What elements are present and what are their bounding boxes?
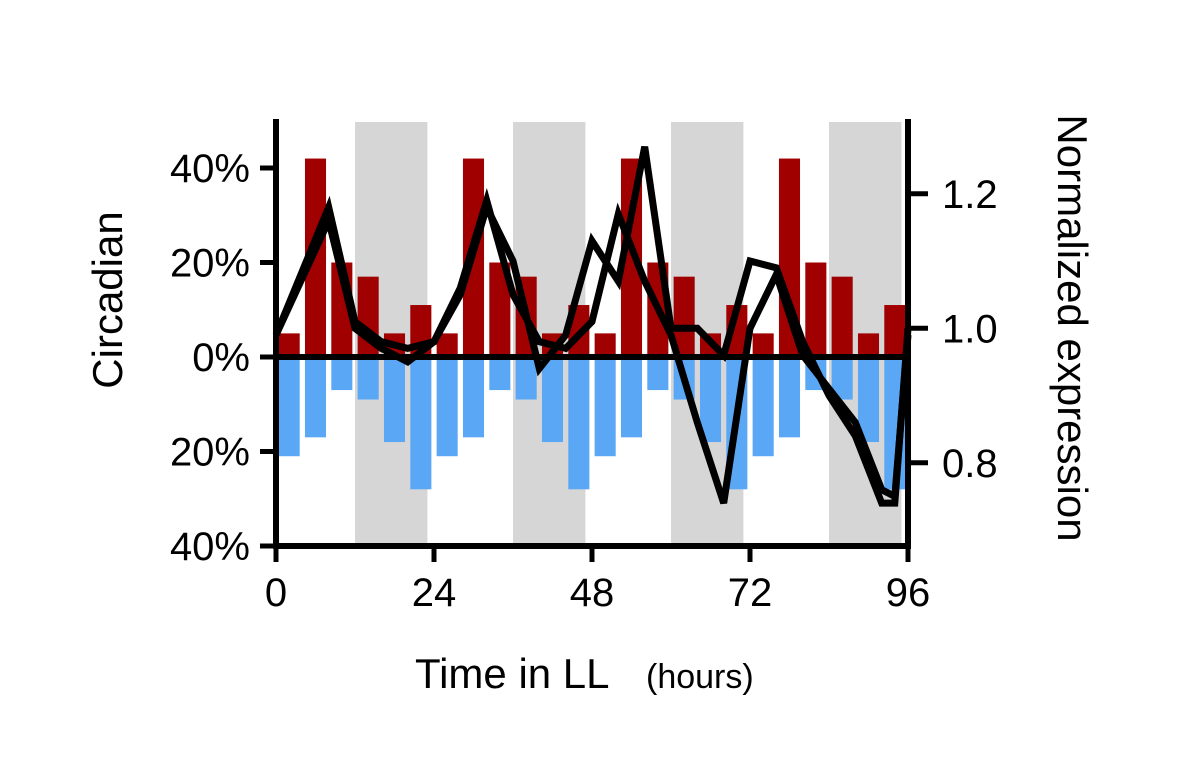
bar-negative-5 xyxy=(410,357,432,490)
right-tick-label-1: 1.0 xyxy=(942,307,998,351)
axis-labels: Time in LL (hours) Circadian Normalized … xyxy=(84,114,1096,697)
bar-positive-15 xyxy=(673,276,695,357)
bar-positive-21 xyxy=(831,276,853,357)
bar-positive-6 xyxy=(436,333,458,357)
x-tick-label-1: 24 xyxy=(412,571,457,615)
expression-line-1 xyxy=(272,187,912,505)
x-axis-unit: (hours) xyxy=(646,658,754,696)
x-axis-title: Time in LL xyxy=(415,650,610,697)
right-tick-label-2: 0.8 xyxy=(942,442,998,486)
left-y-axis-title: Circadian xyxy=(84,211,131,388)
bar-negative-8 xyxy=(489,357,511,391)
bar-negative-14 xyxy=(647,357,669,391)
bar-negative-16 xyxy=(699,357,722,443)
left-tick-label-2: 0% xyxy=(192,336,250,380)
bar-positive-12 xyxy=(594,333,616,357)
bar-positive-18 xyxy=(752,333,774,357)
bar-negative-7 xyxy=(462,357,485,438)
bar-negative-1 xyxy=(304,357,327,438)
bar-negative-11 xyxy=(568,357,590,490)
left-tick-label-0: 40% xyxy=(170,147,250,191)
bar-negative-9 xyxy=(515,357,537,400)
x-tick-label-0: 0 xyxy=(265,571,287,615)
bar-negative-6 xyxy=(436,357,458,457)
right-y-axis-title: Normalized expression xyxy=(1049,114,1096,541)
bar-positive-22 xyxy=(857,333,880,357)
x-tick-label-3: 72 xyxy=(728,571,773,615)
right-tick-label-0: 1.2 xyxy=(942,173,998,217)
bar-positive-1 xyxy=(304,158,327,357)
bar-negative-2 xyxy=(331,357,353,391)
bar-positive-0 xyxy=(278,333,300,357)
bar-positive-13 xyxy=(620,158,643,357)
bar-negative-10 xyxy=(541,357,564,443)
x-tick-label-2: 48 xyxy=(570,571,615,615)
left-tick-label-3: 20% xyxy=(170,431,250,475)
bar-negative-0 xyxy=(278,357,300,457)
bar-negative-3 xyxy=(357,357,379,400)
bar-positive-20 xyxy=(805,262,827,357)
bar-negative-22 xyxy=(857,357,880,443)
left-tick-label-1: 20% xyxy=(170,242,250,286)
left-tick-label-4: 40% xyxy=(170,525,250,569)
x-tick-label-4: 96 xyxy=(886,571,931,615)
bar-negative-12 xyxy=(594,357,616,457)
expression-line-0 xyxy=(272,146,912,507)
bar-positive-8 xyxy=(489,262,511,357)
bar-negative-13 xyxy=(620,357,643,438)
bar-negative-4 xyxy=(383,357,406,443)
expression-lines xyxy=(272,146,912,507)
bar-negative-18 xyxy=(752,357,774,457)
bar-negative-21 xyxy=(831,357,853,400)
axes: 0 24 48 72 96 40% 20% 0% 20% 40% 1.2 1.0 0.8 xyxy=(170,119,998,615)
bar-negative-19 xyxy=(778,357,801,438)
bar-positive-23 xyxy=(884,305,906,357)
